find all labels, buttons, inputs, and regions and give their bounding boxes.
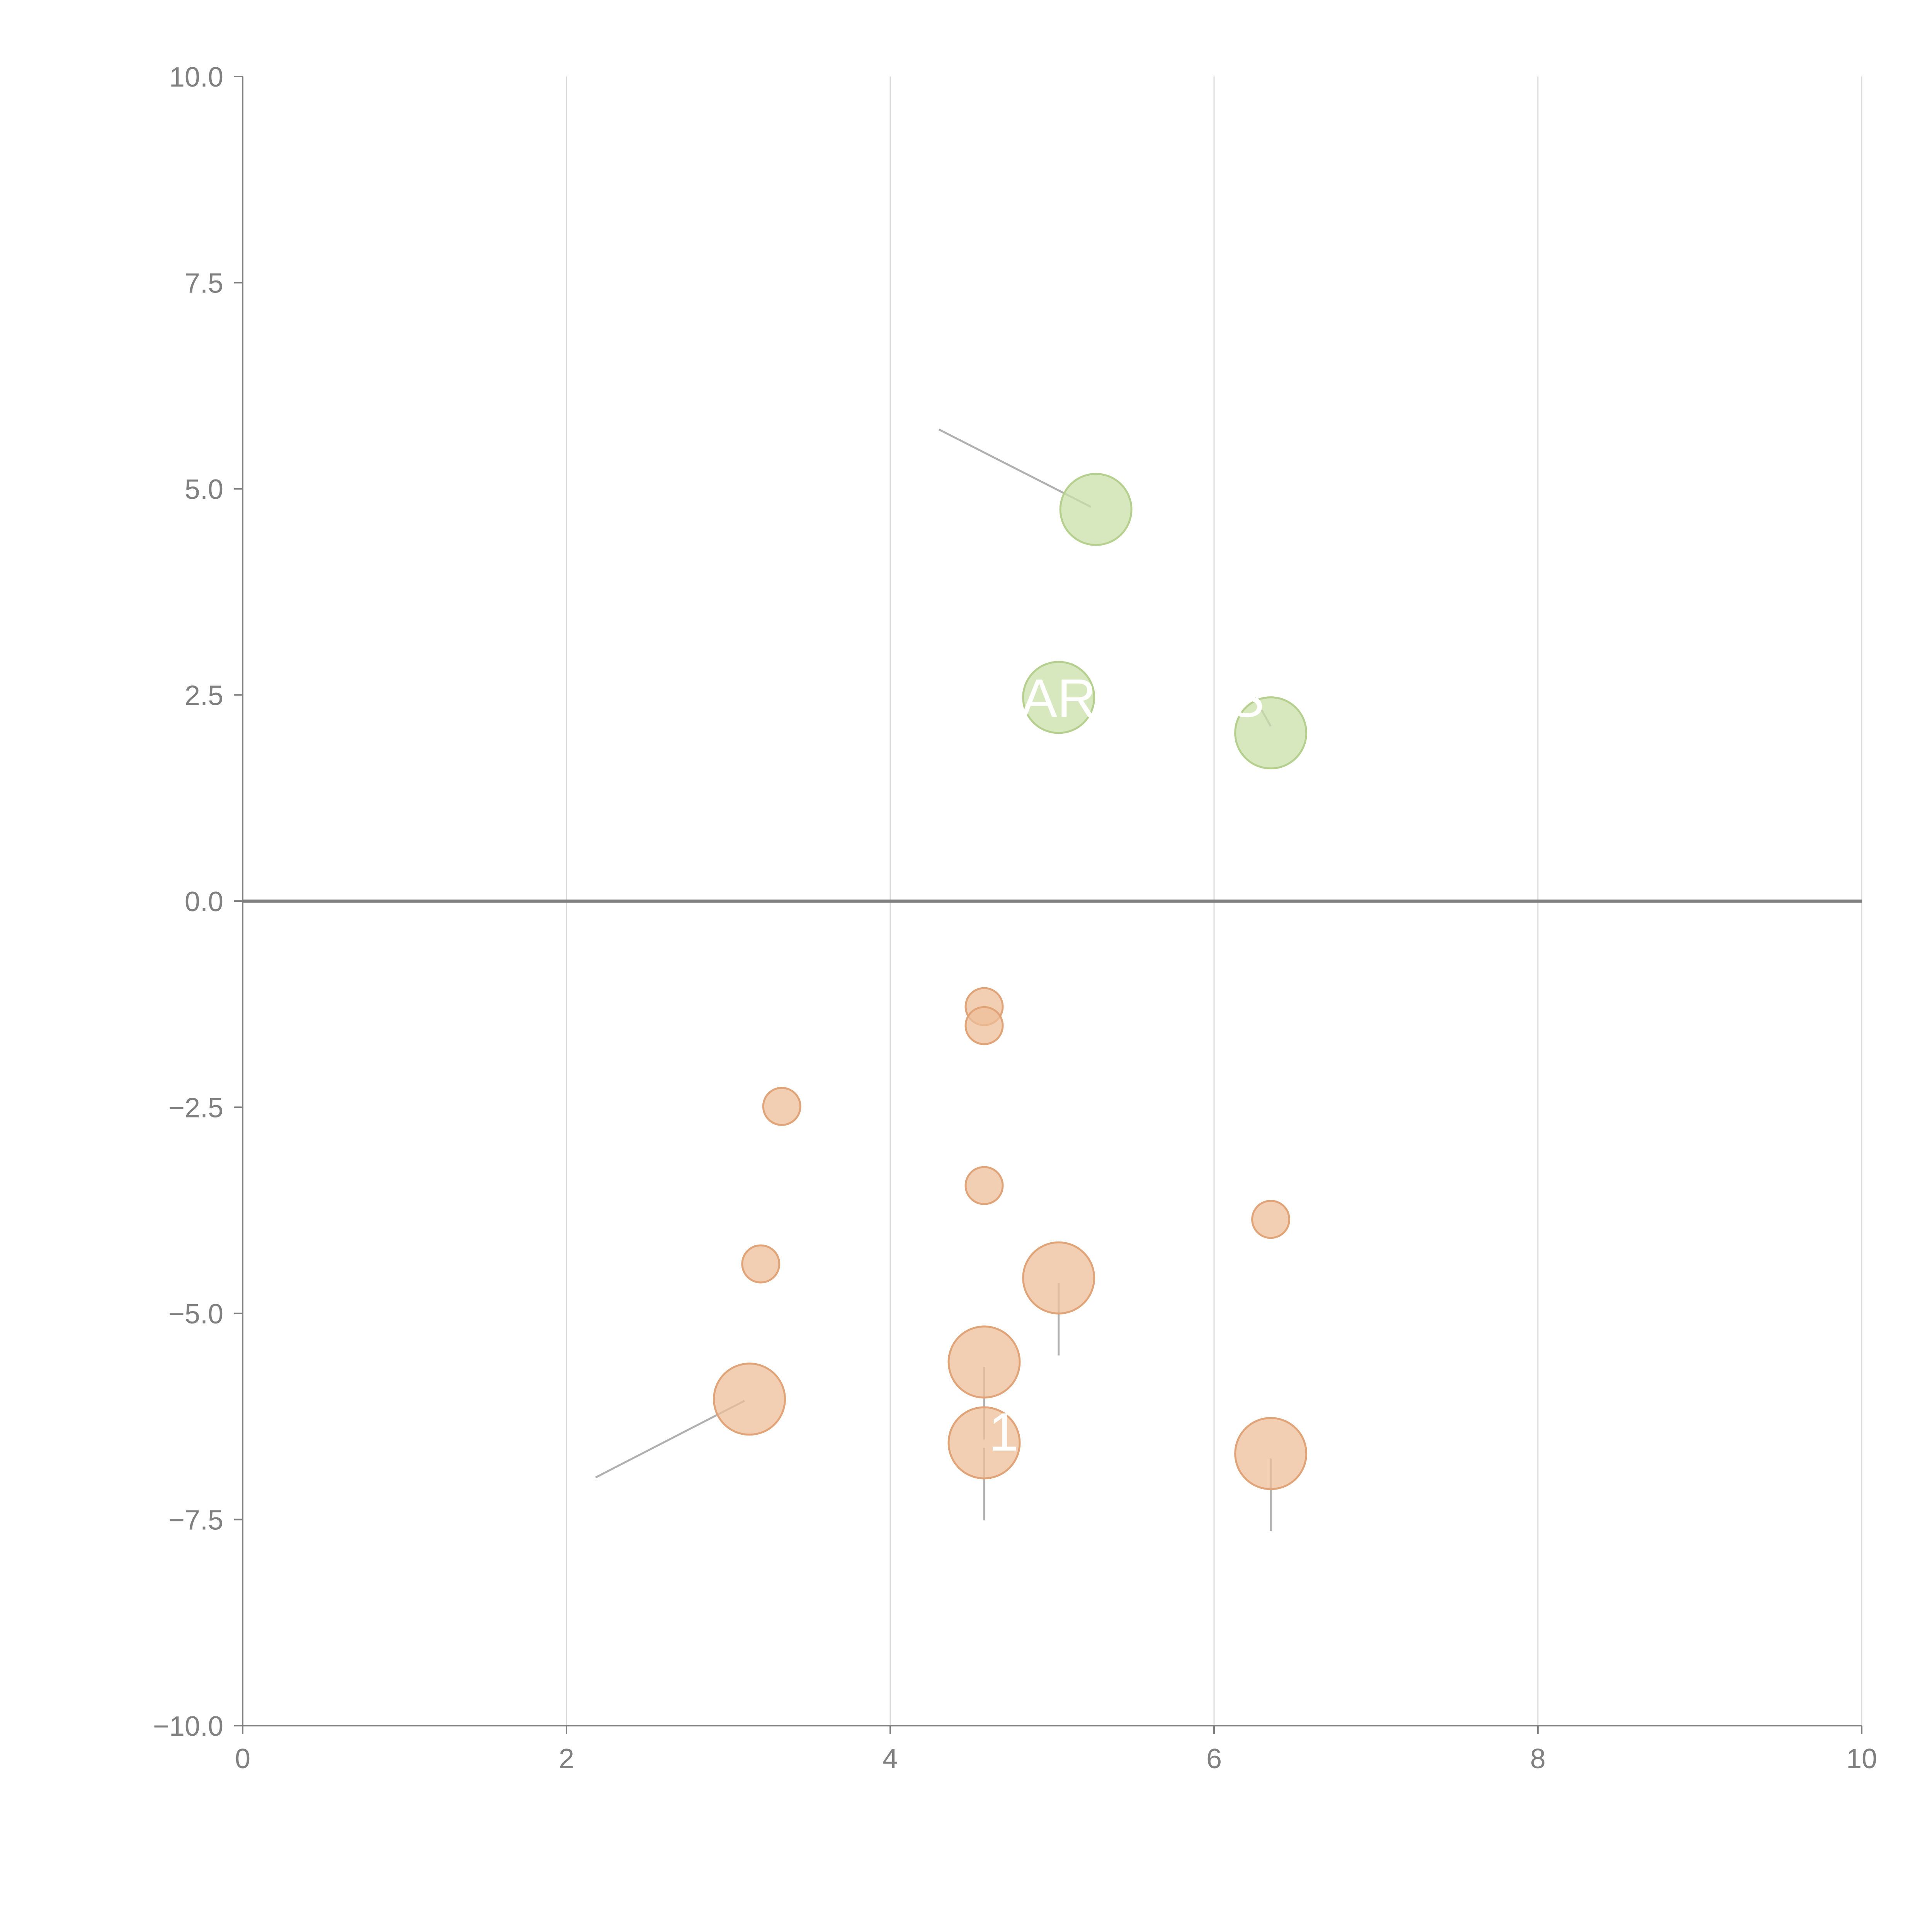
x-tick-label: 0 xyxy=(235,1743,250,1774)
bubble-point xyxy=(1059,473,1133,546)
bubble-label: AR xyxy=(1021,668,1096,728)
x-tick-label: 10 xyxy=(1846,1743,1877,1774)
bubble-labels: AR S 1 xyxy=(988,668,1264,1462)
y-tick-label: 7.5 xyxy=(185,268,223,299)
bubble-label: S xyxy=(1228,668,1264,728)
bubble-point xyxy=(1022,661,1095,734)
bubble-point xyxy=(713,1362,786,1436)
bubble-point xyxy=(741,1244,781,1284)
bubble-point xyxy=(947,1325,1021,1399)
axes xyxy=(234,76,1862,1734)
bubble-point xyxy=(947,1406,1021,1480)
y-tick-label: 0.0 xyxy=(185,886,223,917)
x-tick-label: 8 xyxy=(1530,1743,1546,1774)
y-tick-label: 5.0 xyxy=(185,474,223,505)
leader-lines xyxy=(595,429,1272,1531)
bubble-label: 1 xyxy=(988,1401,1019,1462)
bubble-point xyxy=(762,1087,801,1126)
bubble-point xyxy=(1234,696,1308,770)
bubble-point xyxy=(1234,1417,1308,1490)
y-tick-label: 10.0 xyxy=(169,62,223,93)
bubble-point xyxy=(1022,1241,1095,1315)
bubbles xyxy=(713,473,1308,1490)
x-tick-label: 4 xyxy=(883,1743,898,1774)
y-tick-label: −7.5 xyxy=(168,1505,223,1536)
bubble-point xyxy=(964,1006,1004,1045)
y-tick-label: −10.0 xyxy=(153,1711,223,1742)
y-tick-label: −2.5 xyxy=(168,1093,223,1124)
bubble-point xyxy=(964,1166,1004,1205)
y-tick-label: −5.0 xyxy=(168,1299,223,1330)
y-tick-label: 2.5 xyxy=(185,680,223,711)
tick-labels: 0 2 4 6 8 10 10.0 7.5 5.0 2.5 0.0 −2.5 −5.0 −7.5 −10.0 xyxy=(153,62,1877,1774)
bubble-point xyxy=(1251,1200,1291,1239)
x-tick-label: 6 xyxy=(1206,1743,1222,1774)
x-tick-label: 2 xyxy=(559,1743,574,1774)
